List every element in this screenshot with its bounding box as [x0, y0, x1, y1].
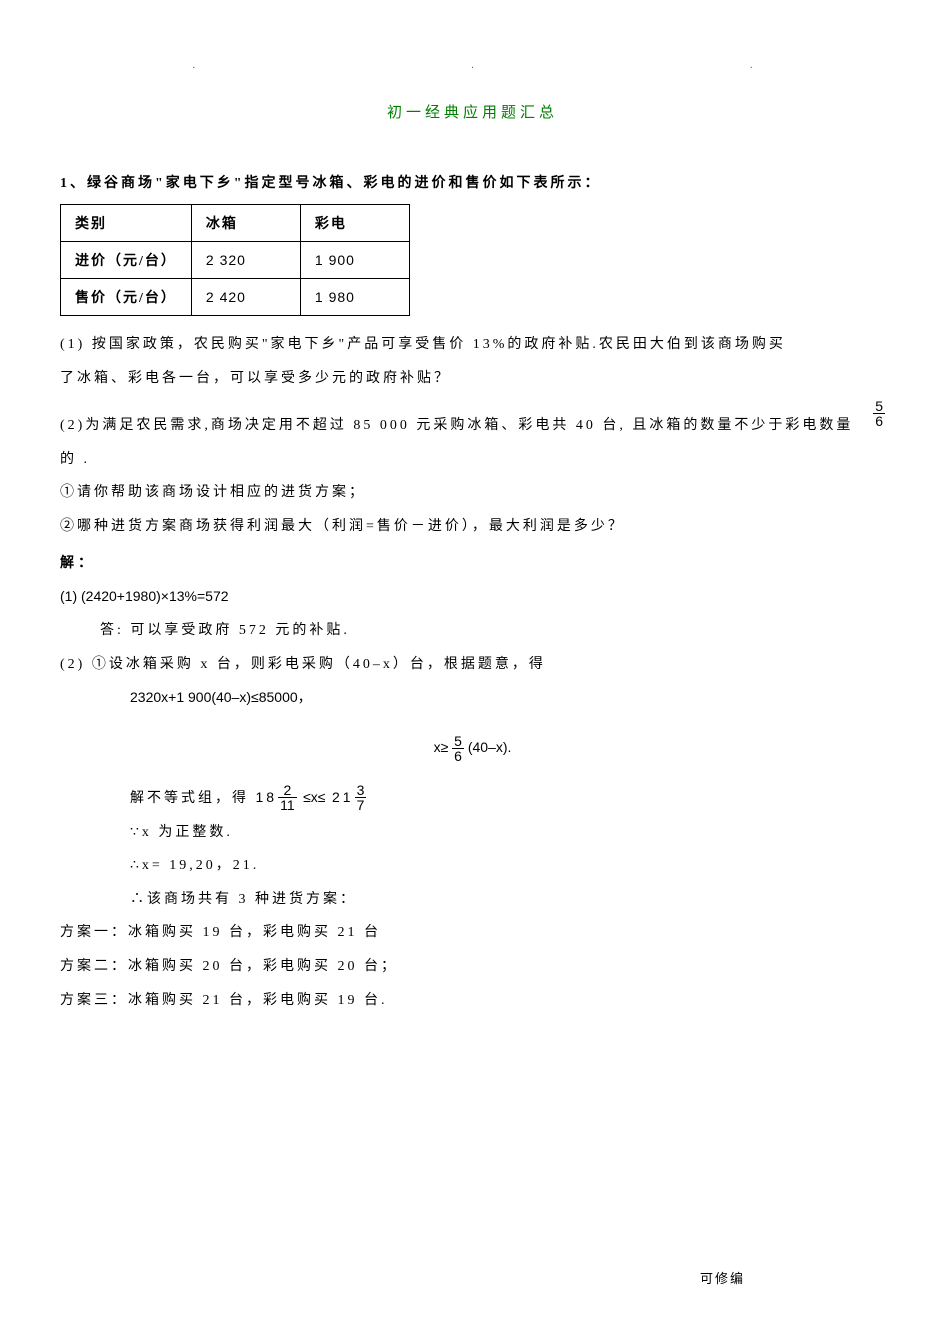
- fraction-5-6-b: 5 6: [452, 734, 464, 763]
- ineq-text: 2320x+1 900(40–x)≤85000，: [130, 689, 312, 705]
- question-1-line2: 了冰箱、彩电各一台，可以享受多少元的政府补贴？: [60, 362, 885, 396]
- mixed-number-2: 21 3 7: [332, 781, 366, 815]
- ineq2-pre: x≥: [434, 739, 449, 755]
- mixed-frac: 3 7: [355, 783, 367, 812]
- fraction-denominator: 6: [452, 749, 464, 763]
- document-page: . . . 初一经典应用题汇总 1、绿谷商场"家电下乡"指定型号冰箱、彩电的进价…: [0, 0, 945, 1337]
- solve-pre: 解不等式组，得: [130, 791, 249, 806]
- cell-header: 彩电: [300, 205, 409, 242]
- solution-2-setup: (2) ①设冰箱采购 x 台，则彩电采购（40–x）台，根据题意，得: [60, 648, 885, 682]
- fraction-numerator: 2: [278, 783, 297, 798]
- fraction-5-6: 5 6: [873, 399, 885, 428]
- plan-1: 方案一：冰箱购买 19 台，彩电购买 21 台: [60, 916, 885, 950]
- plan-3: 方案三：冰箱购买 21 台，彩电购买 19 台.: [60, 984, 885, 1018]
- cell-value: 1 900: [300, 242, 409, 279]
- price-table: 类别 冰箱 彩电 进价（元/台） 2 320 1 900 售价（元/台） 2 4…: [60, 204, 410, 316]
- fraction-denominator: 6: [873, 414, 885, 428]
- cell-value: 1 980: [300, 279, 409, 316]
- fraction-numerator: 5: [452, 734, 464, 749]
- solution-1-answer: 答: 可以享受政府 572 元的补贴.: [60, 614, 885, 648]
- question-1-line1: (1) 按国家政策，农民购买"家电下乡"产品可享受售价 13%的政府补贴.农民田…: [60, 328, 885, 362]
- dot: .: [193, 60, 196, 71]
- fraction-denominator: 7: [355, 798, 367, 812]
- inequality-1: 2320x+1 900(40–x)≤85000，: [60, 681, 885, 716]
- fraction-numerator: 5: [873, 399, 885, 414]
- question-2-sub2: ②哪种进货方案商场获得利润最大（利润=售价－进价），最大利润是多少？: [60, 510, 885, 544]
- fraction-denominator: 11: [278, 798, 297, 812]
- mixed-whole: 18: [256, 781, 278, 815]
- plan-2: 方案二：冰箱购买 20 台，彩电购买 20 台；: [60, 950, 885, 984]
- q2-text-post: .: [84, 452, 91, 467]
- solution-label: 解：: [60, 552, 885, 572]
- fraction-numerator: 3: [355, 783, 367, 798]
- eq-text: (1) (2420+1980)×13%=572: [60, 588, 229, 604]
- because-line: ∵x 为正整数.: [60, 816, 885, 850]
- cell-header: 冰箱: [191, 205, 300, 242]
- solve-mid: ≤x≤: [303, 789, 325, 805]
- table-row: 售价（元/台） 2 420 1 980: [61, 279, 410, 316]
- header-marks: . . .: [193, 60, 753, 71]
- inequality-2: x≥ 5 6 (40–x).: [60, 734, 885, 763]
- cell-value: 2 420: [191, 279, 300, 316]
- cell-header: 类别: [61, 205, 192, 242]
- therefore-2: ∴该商场共有 3 种进货方案：: [60, 883, 885, 917]
- dot: .: [471, 60, 474, 71]
- mixed-number-1: 18 2 11: [256, 781, 297, 815]
- cell-value: 2 320: [191, 242, 300, 279]
- problem-heading: 1、绿谷商场"家电下乡"指定型号冰箱、彩电的进价和售价如下表所示：: [60, 172, 885, 192]
- dot: .: [750, 60, 753, 71]
- mixed-whole: 21: [332, 781, 354, 815]
- cell-label: 进价（元/台）: [61, 242, 192, 279]
- ineq2-post: (40–x).: [468, 739, 512, 755]
- question-2-sub1: ①请你帮助该商场设计相应的进货方案；: [60, 476, 885, 510]
- table-row: 类别 冰箱 彩电: [61, 205, 410, 242]
- table-row: 进价（元/台） 2 320 1 900: [61, 242, 410, 279]
- solution-1-eq: (1) (2420+1980)×13%=572: [60, 580, 885, 615]
- solve-range: 解不等式组，得 18 2 11 ≤x≤ 21 3 7: [60, 781, 885, 816]
- question-2-line1: (2)为满足农民需求,商场决定用不超过 85 000 元采购冰箱、彩电共 40 …: [60, 409, 885, 476]
- mixed-frac: 2 11: [278, 783, 297, 812]
- spacer: [60, 395, 885, 409]
- page-title: 初一经典应用题汇总: [60, 101, 885, 122]
- cell-label: 售价（元/台）: [61, 279, 192, 316]
- footer-text: 可修编: [700, 1268, 745, 1287]
- q2-text-pre: (2)为满足农民需求,商场决定用不超过 85 000 元采购冰箱、彩电共 40 …: [60, 418, 853, 467]
- therefore-1: ∴x= 19,20，21.: [60, 849, 885, 883]
